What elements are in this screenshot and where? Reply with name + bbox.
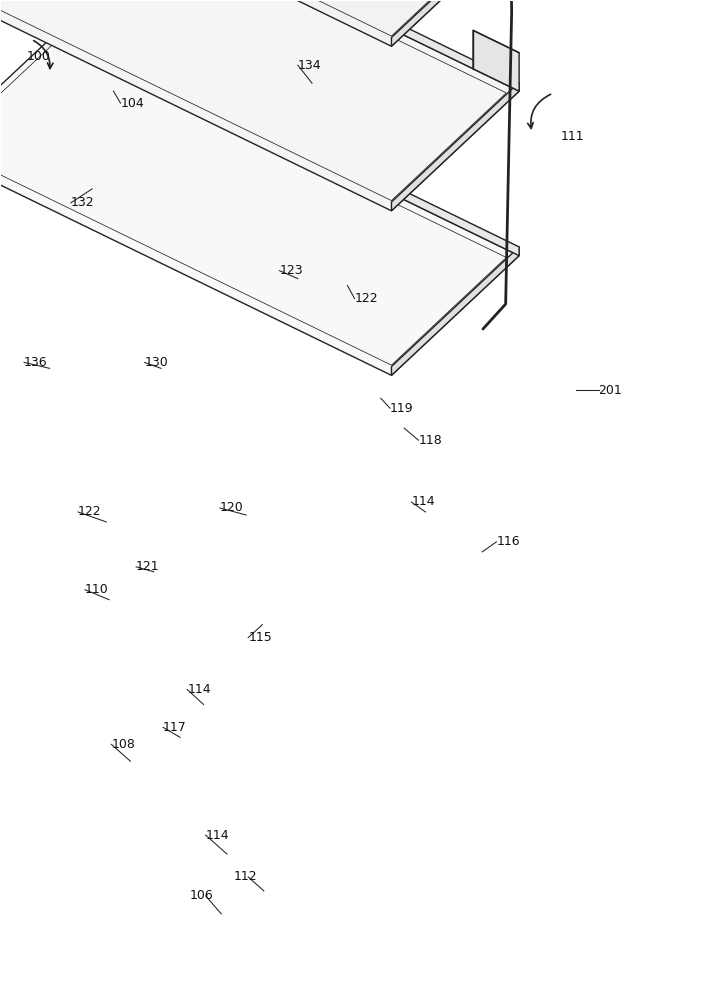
Text: 118: 118 — [419, 434, 442, 447]
Polygon shape — [0, 31, 519, 375]
Polygon shape — [58, 0, 519, 91]
Text: 114: 114 — [412, 495, 435, 508]
Text: 121: 121 — [136, 560, 159, 573]
Text: 108: 108 — [111, 738, 135, 751]
Text: 111: 111 — [560, 130, 584, 143]
Text: 122: 122 — [355, 292, 378, 305]
Text: 134: 134 — [298, 59, 322, 72]
Text: 112: 112 — [234, 870, 258, 883]
Text: 119: 119 — [390, 402, 414, 415]
Text: 122: 122 — [78, 505, 102, 518]
Text: 136: 136 — [24, 356, 48, 369]
Text: 123: 123 — [279, 264, 303, 277]
Text: 117: 117 — [163, 721, 187, 734]
Polygon shape — [0, 0, 519, 46]
Polygon shape — [473, 30, 519, 91]
Text: 120: 120 — [220, 501, 244, 514]
Text: 130: 130 — [145, 356, 169, 369]
Text: 110: 110 — [85, 583, 109, 596]
Polygon shape — [0, 0, 519, 211]
Text: 114: 114 — [187, 683, 211, 696]
Text: 116: 116 — [496, 535, 520, 548]
Polygon shape — [58, 23, 519, 256]
Text: 132: 132 — [71, 196, 95, 209]
Polygon shape — [392, 247, 519, 375]
Text: 104: 104 — [120, 97, 145, 110]
Polygon shape — [392, 0, 519, 46]
Text: 106: 106 — [189, 889, 213, 902]
Text: 114: 114 — [206, 829, 229, 842]
Polygon shape — [392, 82, 519, 211]
Text: 201: 201 — [599, 384, 622, 397]
Text: 100: 100 — [26, 50, 51, 63]
Text: 115: 115 — [248, 631, 272, 644]
